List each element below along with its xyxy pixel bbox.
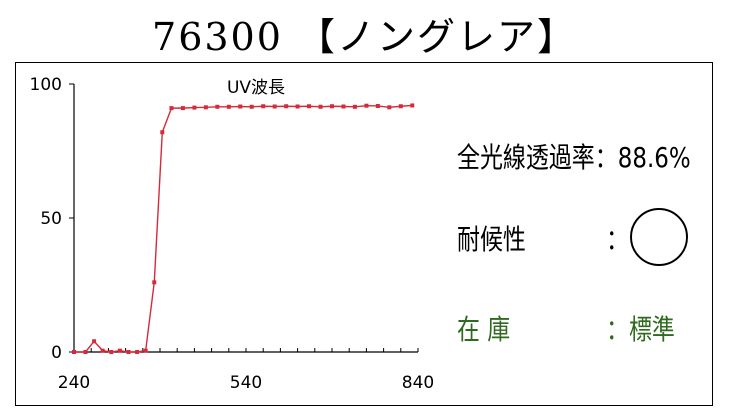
data-point [100, 348, 105, 353]
y-tick-label: 0 [51, 343, 62, 363]
data-point [192, 105, 197, 110]
data-point [238, 104, 243, 109]
product-spec-panel [15, 62, 713, 406]
data-point [284, 104, 289, 109]
data-point [375, 103, 380, 108]
circle-mark-icon [630, 208, 688, 266]
y-tick-label: 100 [30, 75, 62, 95]
data-point [143, 348, 148, 353]
data-point [169, 106, 174, 111]
data-point [72, 350, 76, 354]
x-tick-label: 240 [58, 373, 90, 393]
data-point [135, 350, 140, 354]
data-point [261, 104, 266, 109]
data-point [109, 350, 114, 354]
data-point [318, 104, 323, 109]
data-point [352, 104, 357, 109]
data-point [117, 348, 122, 353]
chart-ticks: 0 50 100 240 540 840 [30, 75, 435, 393]
series-line [74, 104, 413, 353]
data-point [152, 280, 157, 285]
chart-axes [73, 84, 418, 353]
data-point [272, 104, 277, 109]
chart-plot-area [72, 103, 415, 354]
weather-label: 耐候性 [457, 223, 526, 256]
transmittance-value: ：88.6% [594, 141, 691, 174]
y-tick-label: 50 [40, 209, 62, 229]
data-point [180, 106, 185, 111]
data-point [295, 104, 300, 109]
data-point [398, 104, 403, 109]
data-point [330, 104, 334, 109]
data-point [341, 104, 346, 109]
data-point [126, 350, 131, 354]
stock-value: ：標準 [606, 313, 675, 346]
data-point [387, 105, 392, 110]
page-title: 76300 【ノングレア】 [152, 15, 577, 59]
data-point [249, 104, 254, 109]
data-point [226, 104, 231, 109]
weather-separator: ： [606, 223, 629, 256]
x-tick-label: 540 [230, 373, 262, 393]
data-point [203, 105, 208, 110]
data-point [92, 339, 97, 344]
data-point [83, 350, 88, 354]
x-tick-label: 840 [402, 373, 434, 393]
data-point [410, 103, 415, 108]
transmittance-label: 全光線透過率 [457, 141, 595, 174]
stock-label: 在 庫 [457, 313, 511, 346]
chart-title: UV波長 [227, 78, 285, 98]
data-point [364, 103, 369, 108]
data-point [307, 104, 312, 109]
data-point [215, 104, 220, 109]
data-point [160, 130, 165, 135]
transmittance-row: 全光線透過率：88.6% [457, 136, 691, 176]
